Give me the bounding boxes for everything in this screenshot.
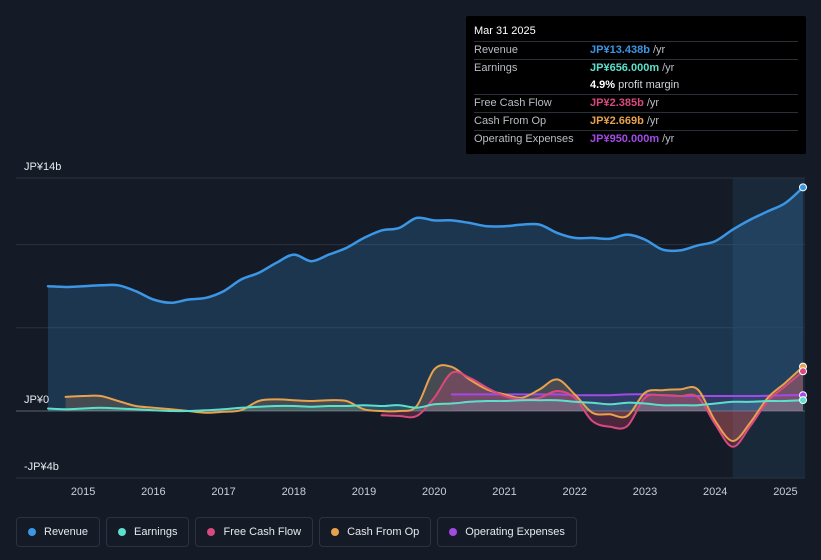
x-tick-label: 2019 <box>352 486 376 498</box>
tooltip-row-revenue: Revenue JP¥13.438b /yr <box>474 41 798 59</box>
tooltip-value: JP¥2.669b <box>590 115 644 127</box>
series-line-revenue[interactable] <box>46 186 805 305</box>
legend-label: Operating Expenses <box>465 526 565 538</box>
legend-item-operating-expenses[interactable]: Operating Expenses <box>437 517 577 547</box>
x-tick-label: 2017 <box>211 486 235 498</box>
tooltip-value: JP¥2.385b <box>590 97 644 109</box>
legend-label: Cash From Op <box>347 526 420 538</box>
operating-expenses-dot-icon <box>449 528 458 536</box>
x-axis-labels: 2015 2016 2017 2018 2019 2020 2021 2022 2023 2024… <box>71 486 798 498</box>
series-line-earnings[interactable] <box>47 399 804 413</box>
endpoint-dot-earnings <box>799 396 807 405</box>
legend-label: Revenue <box>44 526 89 538</box>
y-tick-label: JP¥14b <box>24 161 61 173</box>
x-tick-label: 2024 <box>703 486 727 498</box>
tooltip-label: Earnings <box>474 62 518 74</box>
tooltip-label: Revenue <box>474 44 519 56</box>
cash-from-op-dot-icon <box>331 528 340 536</box>
tooltip-label: Operating Expenses <box>474 133 574 145</box>
legend-item-cash-from-op[interactable]: Cash From Op <box>319 517 432 547</box>
x-tick-label: 2020 <box>422 486 446 498</box>
tooltip-row-cash-from-op: Cash From Op JP¥2.669b /yr <box>474 112 798 130</box>
x-tick-label: 2025 <box>773 486 797 498</box>
tooltip-unit: /yr <box>662 62 675 74</box>
series-area-revenue <box>48 187 803 411</box>
tooltip-unit: profit margin <box>618 79 680 91</box>
tooltip-label: Cash From Op <box>474 115 547 127</box>
x-tick-label: 2018 <box>282 486 306 498</box>
series-area-cash-from-op <box>65 365 804 442</box>
tooltip-value: JP¥656.000m <box>590 62 660 74</box>
x-tick-label: 2015 <box>71 486 95 498</box>
tooltip-row-earnings: Earnings JP¥656.000m /yr <box>474 59 798 77</box>
legend-label: Free Cash Flow <box>223 526 302 538</box>
earnings-dot-icon <box>118 528 127 536</box>
tooltip-row-operating-expenses: Operating Expenses JP¥950.000m /yr <box>474 130 798 148</box>
y-axis-labels: JP¥14b JP¥0 -JP¥4b <box>24 161 61 473</box>
endpoint-dot-free-cash-flow <box>799 367 807 376</box>
x-tick-label: 2023 <box>633 486 657 498</box>
x-tick-label: 2016 <box>141 486 165 498</box>
tooltip-value: 4.9% <box>590 79 616 91</box>
series-line-operating-expenses[interactable] <box>450 393 804 398</box>
tooltip-value: JP¥13.438b <box>590 44 650 56</box>
y-tick-label: -JP¥4b <box>24 461 59 473</box>
tooltip-label: Free Cash Flow <box>474 97 552 109</box>
free-cash-flow-dot-icon <box>207 528 216 536</box>
chart-legend: Revenue Earnings Free Cash Flow Cash Fro… <box>16 517 583 547</box>
legend-item-free-cash-flow[interactable]: Free Cash Flow <box>195 517 314 547</box>
series-line-free-cash-flow[interactable] <box>380 370 804 448</box>
tooltip-row-profit-margin: 4.9% profit margin <box>474 77 798 94</box>
line-layer <box>46 186 805 448</box>
tooltip-value: JP¥950.000m <box>590 133 660 145</box>
x-tick-label: 2021 <box>492 486 516 498</box>
legend-item-revenue[interactable]: Revenue <box>16 517 101 547</box>
y-tick-label: JP¥0 <box>24 394 49 406</box>
endpoint-dot-revenue <box>799 183 807 192</box>
tooltip-unit: /yr <box>662 133 675 145</box>
tooltip-unit: /yr <box>652 44 666 56</box>
tooltip-row-free-cash-flow: Free Cash Flow JP¥2.385b /yr <box>474 94 798 112</box>
tooltip-label <box>474 77 590 94</box>
chart-area: JP¥14b JP¥0 -JP¥4b 2015 2016 2017 2018 2019 202… <box>16 161 807 498</box>
endpoint-dots <box>799 183 807 405</box>
x-tick-label: 2022 <box>563 486 587 498</box>
data-tooltip: Mar 31 2025 Revenue JP¥13.438b /yr Earni… <box>466 16 806 154</box>
legend-item-earnings[interactable]: Earnings <box>106 517 190 547</box>
legend-label: Earnings <box>134 526 178 538</box>
tooltip-date: Mar 31 2025 <box>474 25 536 37</box>
tooltip-unit: /yr <box>646 97 660 109</box>
revenue-dot-icon <box>28 528 36 536</box>
tooltip-unit: /yr <box>646 115 660 127</box>
